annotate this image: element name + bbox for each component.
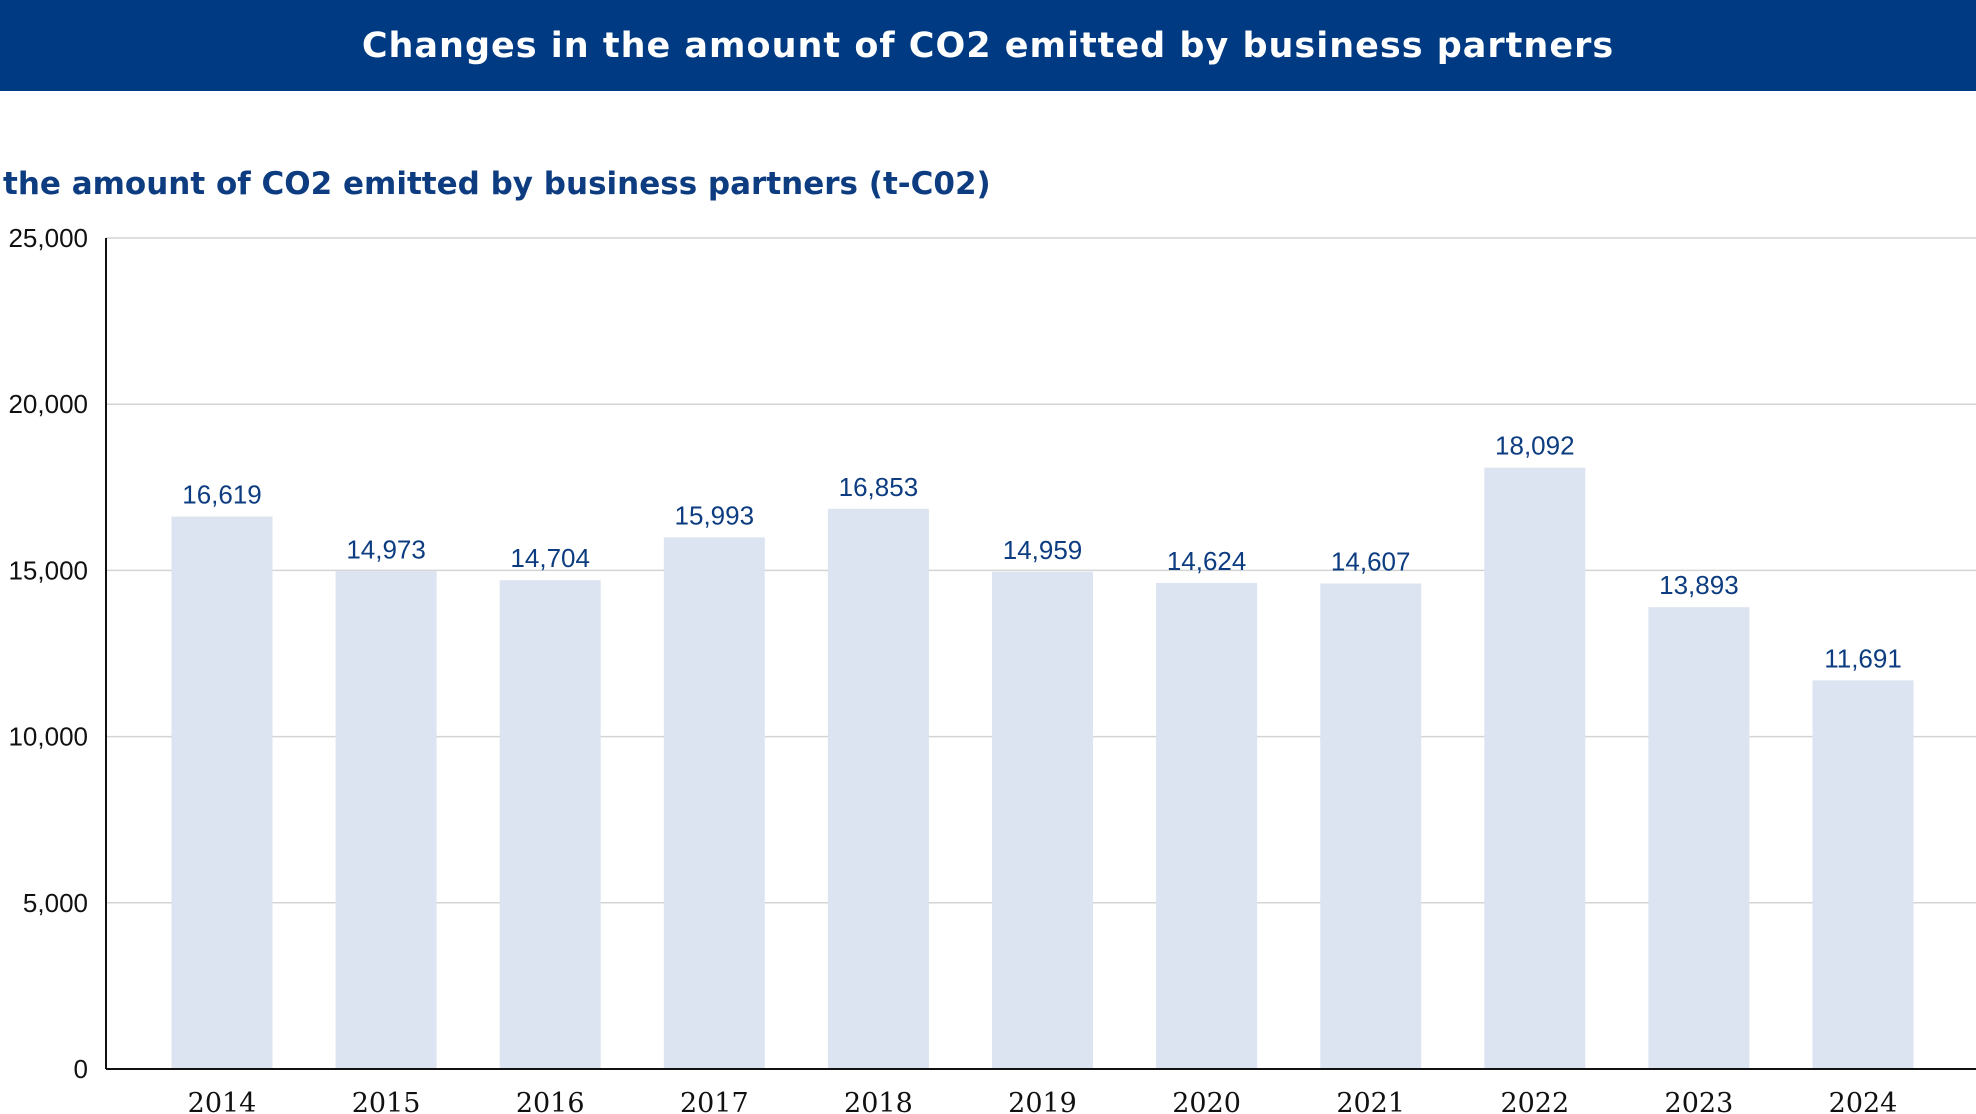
bar-2023 [1648, 607, 1750, 1069]
x-tick-label: 2022 [1500, 1088, 1569, 1114]
bar-2021 [1320, 583, 1422, 1069]
bar-2020 [1156, 582, 1258, 1069]
data-label: 14,704 [510, 543, 590, 573]
x-tick-label: 2014 [188, 1088, 257, 1114]
y-tick-label: 25,000 [8, 223, 88, 253]
data-label: 13,893 [1659, 570, 1739, 600]
x-tick-label: 2021 [1336, 1088, 1405, 1114]
bar-2017 [663, 537, 765, 1069]
bar-2016 [499, 580, 601, 1069]
y-tick-label: 20,000 [8, 389, 88, 419]
x-tick-label: 2020 [1172, 1088, 1241, 1114]
data-label: 15,993 [675, 500, 755, 530]
bar-2014 [171, 516, 273, 1069]
bar-2015 [335, 571, 437, 1069]
data-label: 11,691 [1824, 643, 1902, 673]
bar-2019 [992, 571, 1093, 1069]
x-tick-label: 2019 [1008, 1088, 1077, 1114]
x-tick-label: 2023 [1665, 1088, 1734, 1114]
x-tick-label: 2017 [680, 1088, 749, 1114]
y-tick-label: 15,000 [8, 555, 88, 585]
x-tick-label: 2024 [1829, 1088, 1898, 1114]
data-label: 18,092 [1495, 431, 1575, 461]
data-label: 14,973 [346, 534, 426, 564]
data-label: 16,619 [182, 480, 262, 510]
x-tick-label: 2015 [352, 1088, 421, 1114]
y-tick-label: 5,000 [23, 888, 88, 918]
y-tick-label: 0 [74, 1054, 88, 1084]
x-tick-label: 2016 [516, 1088, 585, 1114]
data-label: 14,959 [1003, 535, 1083, 565]
bar-2022 [1484, 467, 1586, 1069]
chart-header: Changes in the amount of CO2 emitted by … [0, 0, 1976, 91]
bar-2018 [827, 508, 929, 1069]
chart-subtitle: the amount of CO2 emitted by business pa… [3, 166, 991, 202]
header-title: Changes in the amount of CO2 emitted by … [361, 25, 1615, 66]
data-label: 16,853 [839, 472, 919, 502]
data-label: 14,607 [1331, 546, 1411, 576]
x-tick-label: 2018 [844, 1088, 913, 1114]
bar-2024 [1812, 680, 1914, 1069]
y-tick-label: 10,000 [8, 722, 88, 752]
data-label: 14,624 [1167, 546, 1247, 576]
